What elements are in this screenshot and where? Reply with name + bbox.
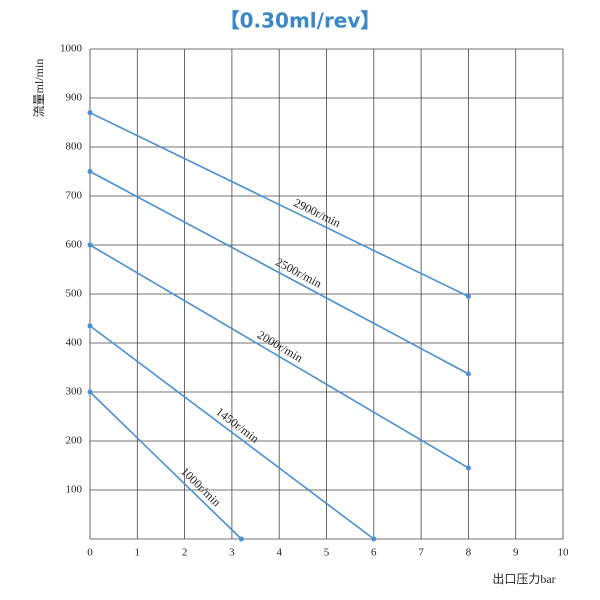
y-tick-label: 500 bbox=[66, 288, 83, 300]
x-tick-label: 3 bbox=[229, 547, 235, 559]
point bbox=[465, 293, 471, 299]
x-tick-label: 8 bbox=[466, 547, 472, 559]
point bbox=[465, 371, 471, 377]
y-tick-label: 200 bbox=[66, 435, 83, 447]
x-tick-label: 1 bbox=[135, 547, 141, 559]
y-tick-label: 800 bbox=[66, 141, 83, 153]
point bbox=[238, 536, 244, 542]
point bbox=[87, 110, 93, 116]
x-tick-label: 10 bbox=[558, 547, 570, 559]
x-tick-label: 7 bbox=[418, 547, 424, 559]
point bbox=[87, 389, 93, 395]
point bbox=[87, 169, 93, 174]
y-tick-label: 1000 bbox=[60, 43, 83, 55]
y-axis-label: 流量ml/min bbox=[32, 59, 46, 118]
point bbox=[87, 323, 93, 329]
point bbox=[465, 465, 471, 471]
y-tick-label: 600 bbox=[66, 239, 83, 251]
point bbox=[87, 242, 93, 248]
chart-title: 【0.30ml/rev】 bbox=[220, 9, 381, 33]
x-axis-label: 出口压力bar bbox=[492, 572, 555, 586]
x-tick-label: 6 bbox=[371, 547, 377, 559]
y-tick-label: 700 bbox=[66, 190, 83, 202]
series-label: 1450r/min bbox=[213, 404, 261, 445]
point bbox=[371, 536, 377, 542]
series-line bbox=[89, 391, 242, 540]
x-tick-label: 9 bbox=[513, 547, 519, 559]
series-line bbox=[89, 325, 375, 540]
x-tick-label: 5 bbox=[324, 547, 330, 559]
y-tick-label: 100 bbox=[66, 484, 83, 496]
series-label: 2500r/min bbox=[273, 255, 324, 291]
x-tick-label: 4 bbox=[276, 547, 282, 559]
series-line bbox=[89, 111, 469, 298]
series-label: 2900r/min bbox=[292, 196, 343, 230]
series-line bbox=[89, 244, 469, 469]
series-line bbox=[89, 170, 469, 375]
x-tick-label: 0 bbox=[87, 547, 93, 559]
y-tick-label: 900 bbox=[66, 92, 83, 104]
y-tick-label: 400 bbox=[66, 337, 83, 349]
x-tick-label: 2 bbox=[182, 547, 188, 559]
y-tick-label: 300 bbox=[66, 386, 83, 398]
